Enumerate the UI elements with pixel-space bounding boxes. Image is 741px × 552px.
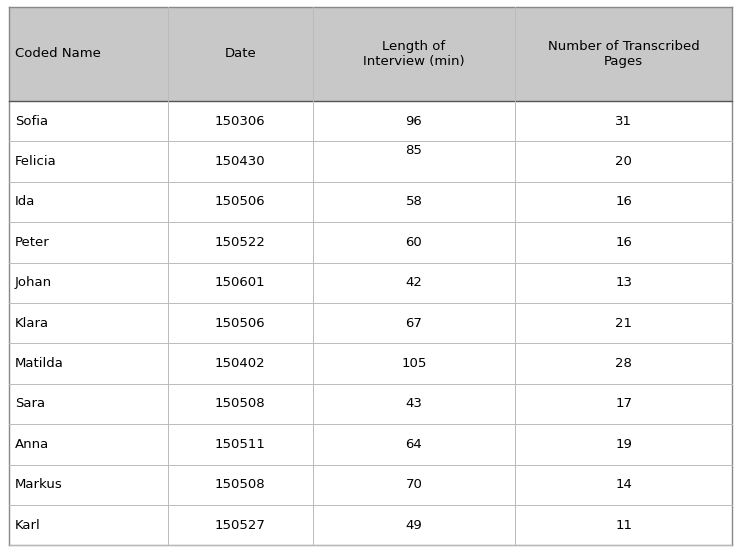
Text: 70: 70 xyxy=(405,478,422,491)
Text: 16: 16 xyxy=(615,195,632,209)
Text: Karl: Karl xyxy=(15,519,41,532)
Bar xyxy=(515,505,732,545)
Bar xyxy=(515,7,732,101)
Text: Anna: Anna xyxy=(15,438,49,451)
Bar xyxy=(313,465,515,505)
Bar xyxy=(515,303,732,343)
Text: 150511: 150511 xyxy=(215,438,266,451)
Text: 105: 105 xyxy=(401,357,427,370)
Bar xyxy=(9,424,168,465)
Bar xyxy=(313,505,515,545)
Text: Sara: Sara xyxy=(15,397,45,411)
Bar xyxy=(313,424,515,465)
Text: Johan: Johan xyxy=(15,276,52,289)
Text: 150506: 150506 xyxy=(215,317,265,330)
Text: 150508: 150508 xyxy=(215,478,265,491)
Bar xyxy=(515,141,732,182)
Bar xyxy=(9,101,168,141)
Text: 150522: 150522 xyxy=(215,236,266,249)
Bar xyxy=(515,424,732,465)
Bar xyxy=(168,505,313,545)
Bar xyxy=(515,222,732,263)
Text: 49: 49 xyxy=(405,519,422,532)
Text: 150508: 150508 xyxy=(215,397,265,411)
Text: Date: Date xyxy=(225,47,256,60)
Text: Matilda: Matilda xyxy=(15,357,64,370)
Text: 150402: 150402 xyxy=(215,357,265,370)
Text: 20: 20 xyxy=(615,155,632,168)
Text: 19: 19 xyxy=(615,438,632,451)
Bar xyxy=(515,465,732,505)
Bar xyxy=(168,263,313,303)
Bar xyxy=(9,505,168,545)
Text: Markus: Markus xyxy=(15,478,62,491)
Text: 14: 14 xyxy=(615,478,632,491)
Text: 150430: 150430 xyxy=(215,155,265,168)
Bar xyxy=(168,7,313,101)
Text: 150506: 150506 xyxy=(215,195,265,209)
Bar xyxy=(313,222,515,263)
Text: Sofia: Sofia xyxy=(15,115,48,128)
Bar xyxy=(515,384,732,424)
Text: 21: 21 xyxy=(615,317,632,330)
Bar xyxy=(313,384,515,424)
Bar xyxy=(168,465,313,505)
Bar xyxy=(168,141,313,182)
Text: 58: 58 xyxy=(405,195,422,209)
Text: 43: 43 xyxy=(405,397,422,411)
Text: Klara: Klara xyxy=(15,317,49,330)
Bar xyxy=(313,343,515,384)
Bar xyxy=(9,7,168,101)
Text: Ida: Ida xyxy=(15,195,35,209)
Bar xyxy=(9,465,168,505)
Bar xyxy=(515,343,732,384)
Text: 150527: 150527 xyxy=(215,519,266,532)
Bar xyxy=(313,141,515,182)
Bar xyxy=(515,182,732,222)
Bar xyxy=(9,222,168,263)
Text: 67: 67 xyxy=(405,317,422,330)
Bar xyxy=(313,7,515,101)
Text: Length of
Interview (min): Length of Interview (min) xyxy=(363,40,465,68)
Bar xyxy=(168,424,313,465)
Bar xyxy=(9,384,168,424)
Bar xyxy=(168,222,313,263)
Bar xyxy=(168,384,313,424)
Bar xyxy=(9,141,168,182)
Bar xyxy=(9,263,168,303)
Text: 60: 60 xyxy=(405,236,422,249)
Text: 13: 13 xyxy=(615,276,632,289)
Text: 17: 17 xyxy=(615,397,632,411)
Text: 150601: 150601 xyxy=(215,276,265,289)
Text: 31: 31 xyxy=(615,115,632,128)
Text: Felicia: Felicia xyxy=(15,155,56,168)
Text: Number of Transcribed
Pages: Number of Transcribed Pages xyxy=(548,40,700,68)
Bar xyxy=(168,303,313,343)
Text: 150306: 150306 xyxy=(215,115,265,128)
Bar xyxy=(515,263,732,303)
Text: 42: 42 xyxy=(405,276,422,289)
Text: 16: 16 xyxy=(615,236,632,249)
Bar xyxy=(168,182,313,222)
Text: 85: 85 xyxy=(405,144,422,157)
Bar xyxy=(313,182,515,222)
Text: Coded Name: Coded Name xyxy=(15,47,101,60)
Bar xyxy=(313,303,515,343)
Bar xyxy=(515,101,732,141)
Text: 64: 64 xyxy=(405,438,422,451)
Bar xyxy=(168,101,313,141)
Text: 28: 28 xyxy=(615,357,632,370)
Bar xyxy=(9,303,168,343)
Text: 11: 11 xyxy=(615,519,632,532)
Text: Peter: Peter xyxy=(15,236,50,249)
Bar xyxy=(9,343,168,384)
Bar xyxy=(9,182,168,222)
Bar xyxy=(168,343,313,384)
Bar xyxy=(313,263,515,303)
Bar xyxy=(313,101,515,141)
Text: 96: 96 xyxy=(405,115,422,128)
